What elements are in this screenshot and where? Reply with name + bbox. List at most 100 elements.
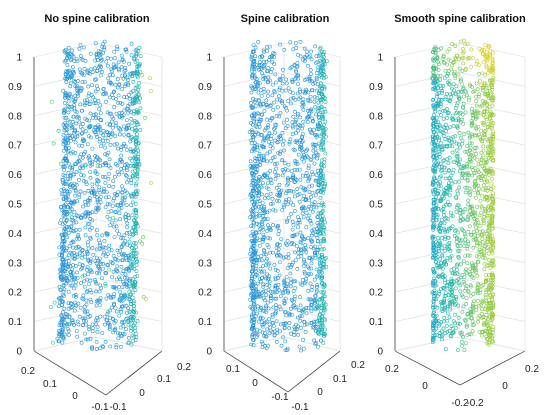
data-point [61, 262, 66, 267]
data-point [466, 198, 471, 203]
data-point [476, 316, 481, 321]
data-point [439, 169, 443, 173]
data-point [264, 293, 269, 297]
data-point [113, 56, 117, 61]
data-point [431, 121, 436, 126]
data-point [288, 284, 293, 289]
data-point [138, 54, 143, 58]
data-point [118, 100, 123, 105]
data-point [482, 179, 487, 184]
data-point [268, 296, 273, 301]
data-point [66, 259, 71, 264]
data-point [445, 284, 450, 289]
data-point [133, 136, 138, 141]
data-point [277, 243, 282, 247]
data-point [124, 174, 129, 178]
data-point [66, 191, 71, 196]
data-point [250, 106, 255, 110]
data-point [438, 161, 443, 166]
data-point [452, 228, 457, 233]
data-point [98, 158, 103, 163]
data-point [306, 173, 311, 178]
data-point [124, 49, 129, 54]
data-point [284, 220, 289, 225]
data-point [64, 279, 69, 284]
data-point [97, 139, 102, 144]
data-point [135, 75, 140, 80]
data-point [49, 99, 54, 104]
data-point [440, 88, 444, 93]
data-point [440, 91, 444, 95]
data-point [434, 115, 439, 120]
data-point [447, 176, 452, 181]
data-point [314, 77, 319, 82]
data-point [69, 240, 74, 245]
data-point [250, 165, 255, 170]
data-point [293, 97, 298, 102]
data-point [468, 134, 473, 139]
data-point [95, 126, 100, 131]
data-point [475, 254, 479, 258]
data-point [480, 52, 485, 57]
data-point [467, 224, 472, 229]
data-point [310, 170, 315, 175]
data-point [260, 341, 265, 346]
data-point [69, 272, 74, 277]
data-point [134, 171, 139, 176]
data-point [287, 326, 292, 331]
data-point [442, 61, 447, 65]
data-point [252, 306, 257, 310]
data-point [454, 92, 458, 97]
data-point [282, 148, 286, 153]
data-point [123, 47, 128, 52]
data-point [319, 321, 324, 325]
data-point [251, 183, 256, 188]
data-point [460, 217, 465, 222]
z-tick-label: 0.9 [198, 82, 212, 93]
data-point [270, 196, 275, 201]
data-point [116, 60, 121, 65]
data-point [318, 318, 323, 323]
data-point [255, 304, 260, 309]
data-point [252, 234, 257, 239]
data-point [280, 81, 285, 86]
data-point [313, 341, 318, 346]
data-point [270, 82, 275, 87]
data-point [447, 47, 452, 51]
data-point [316, 202, 321, 207]
data-point [128, 243, 132, 248]
data-point [260, 345, 265, 350]
data-point [480, 138, 485, 143]
data-point [293, 279, 298, 284]
data-point [60, 254, 64, 258]
data-point [106, 80, 111, 85]
data-point [302, 259, 307, 264]
data-point [319, 329, 324, 334]
data-point [67, 198, 72, 203]
data-point [484, 63, 489, 68]
z-tick-label: 0.7 [369, 141, 383, 152]
data-point [313, 146, 318, 151]
data-point [254, 287, 259, 292]
data-point [463, 254, 468, 259]
data-point [436, 91, 441, 95]
data-point [261, 145, 266, 150]
data-point [319, 163, 324, 168]
data-point [87, 222, 92, 226]
data-point [446, 135, 451, 140]
data-point [106, 195, 111, 200]
data-point [82, 318, 86, 323]
data-point [127, 61, 132, 66]
data-point [461, 259, 466, 264]
data-point [322, 183, 327, 188]
z-tick-label: 0.3 [198, 258, 212, 269]
data-point [276, 288, 281, 292]
data-point [72, 186, 76, 191]
data-point [320, 282, 325, 287]
data-point [268, 149, 272, 154]
data-point [437, 164, 442, 169]
data-point [285, 124, 290, 128]
data-point [433, 144, 437, 149]
data-point [120, 58, 125, 63]
data-point [484, 316, 489, 320]
